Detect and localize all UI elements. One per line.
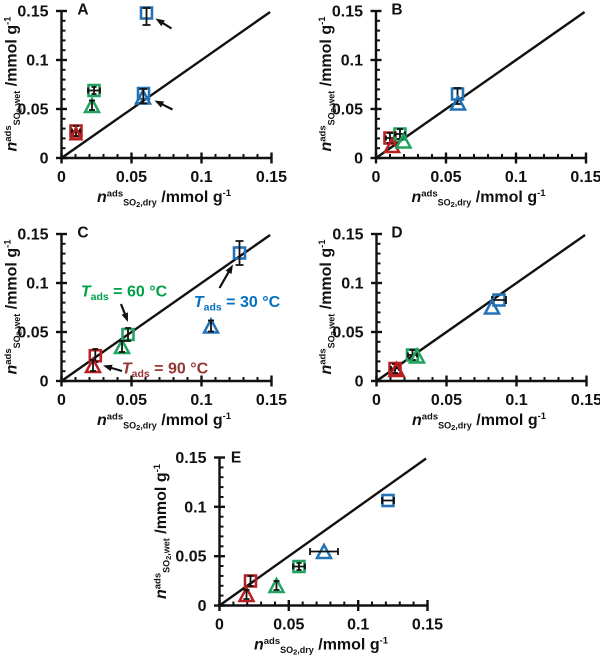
svg-text:0: 0: [57, 169, 66, 186]
svg-text:0.15: 0.15: [571, 392, 600, 409]
svg-text:0: 0: [372, 392, 381, 409]
svg-text:nadsSO2,dry /mmol g-1: nadsSO2,dry /mmol g-1: [411, 188, 546, 209]
svg-text:0.1: 0.1: [505, 169, 527, 186]
svg-text:0.15: 0.15: [17, 227, 48, 244]
svg-text:0.05: 0.05: [17, 325, 48, 342]
svg-text:0: 0: [355, 374, 364, 391]
svg-text:0.05: 0.05: [273, 617, 304, 634]
svg-text:0.05: 0.05: [116, 392, 147, 409]
svg-text:nadsSO2,dry /mmol g-1: nadsSO2,dry /mmol g-1: [97, 188, 232, 209]
svg-text:0: 0: [354, 151, 363, 168]
svg-text:0.15: 0.15: [17, 4, 48, 21]
svg-text:0: 0: [198, 598, 207, 615]
svg-text:0.15: 0.15: [332, 4, 363, 21]
svg-text:0.05: 0.05: [175, 549, 206, 566]
svg-text:0.1: 0.1: [347, 617, 369, 634]
svg-text:0: 0: [40, 374, 49, 391]
svg-text:E: E: [231, 450, 241, 467]
svg-text:0.1: 0.1: [505, 392, 527, 409]
svg-text:0: 0: [40, 151, 49, 168]
svg-text:D: D: [391, 225, 402, 242]
svg-text:Tads = 90 °C: Tads = 90 °C: [122, 361, 209, 381]
svg-text:nadsSO2,wet /mmol g-1: nadsSO2,wet /mmol g-1: [317, 16, 338, 152]
svg-text:A: A: [77, 2, 88, 19]
svg-text:0.15: 0.15: [175, 450, 206, 467]
svg-text:0.05: 0.05: [332, 102, 363, 119]
svg-text:0: 0: [372, 169, 381, 186]
svg-text:0.05: 0.05: [431, 392, 462, 409]
svg-text:nadsSO2,dry /mmol g-1: nadsSO2,dry /mmol g-1: [254, 636, 389, 657]
svg-text:nadsSO2,dry /mmol g-1: nadsSO2,dry /mmol g-1: [97, 411, 232, 432]
svg-text:nadsSO2,wet /mmol g-1: nadsSO2,wet /mmol g-1: [3, 239, 24, 375]
svg-text:0.1: 0.1: [341, 276, 363, 293]
svg-text:0.05: 0.05: [430, 169, 461, 186]
svg-text:0.1: 0.1: [190, 169, 212, 186]
svg-text:0.1: 0.1: [341, 53, 363, 70]
svg-text:0.05: 0.05: [116, 169, 147, 186]
svg-text:nadsSO2,wet /mmol g-1: nadsSO2,wet /mmol g-1: [152, 463, 173, 599]
svg-text:0: 0: [57, 392, 66, 409]
svg-text:C: C: [77, 225, 88, 242]
svg-text:nadsSO2,wet /mmol g-1: nadsSO2,wet /mmol g-1: [317, 239, 338, 375]
svg-text:Tads = 30 °C: Tads = 30 °C: [194, 294, 281, 314]
svg-text:0.05: 0.05: [332, 325, 363, 342]
svg-text:0.15: 0.15: [256, 169, 287, 186]
svg-text:0.1: 0.1: [26, 53, 48, 70]
svg-text:nadsSO2,dry /mmol g-1: nadsSO2,dry /mmol g-1: [412, 411, 547, 432]
svg-text:0.15: 0.15: [332, 227, 363, 244]
svg-text:0.15: 0.15: [570, 169, 600, 186]
svg-text:Tads = 60 °C: Tads = 60 °C: [81, 284, 168, 304]
svg-text:0: 0: [215, 617, 224, 634]
svg-text:0.15: 0.15: [412, 617, 443, 634]
svg-text:0.1: 0.1: [190, 392, 212, 409]
svg-text:0.1: 0.1: [26, 276, 48, 293]
svg-text:B: B: [391, 2, 402, 19]
svg-text:0.15: 0.15: [256, 392, 287, 409]
svg-text:0.05: 0.05: [17, 102, 48, 119]
svg-text:0.1: 0.1: [184, 499, 206, 516]
svg-text:nadsSO2,wet /mmol g-1: nadsSO2,wet /mmol g-1: [3, 16, 24, 152]
